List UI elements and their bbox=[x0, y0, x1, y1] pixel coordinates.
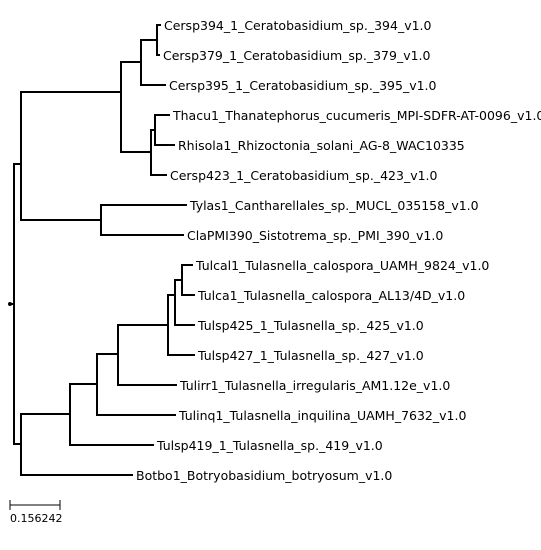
tree-branches bbox=[8, 24, 195, 476]
scale-bar-line bbox=[9, 500, 61, 510]
leaf-label: Tulsp419_1_Tulasnella_sp._419_v1.0 bbox=[156, 438, 383, 453]
leaf-label: Cersp423_1_Ceratobasidium_sp._423_v1.0 bbox=[170, 168, 438, 183]
leaf-label: Tulirr1_Tulasnella_irregularis_AM1.12e_v… bbox=[179, 378, 450, 393]
leaf-labels: Cersp394_1_Ceratobasidium_sp._394_v1.0 C… bbox=[136, 18, 541, 483]
leaf-label: Tulinq1_Tulasnella_inquilina_UAMH_7632_v… bbox=[178, 408, 466, 423]
leaf-label: Cersp379_1_Ceratobasidium_sp._379_v1.0 bbox=[163, 48, 431, 63]
leaf-label: Thacu1_Thanatephorus_cucumeris_MPI-SDFR-… bbox=[172, 108, 541, 123]
leaf-label: Tulca1_Tulasnella_calospora_AL13/4D_v1.0 bbox=[197, 288, 465, 303]
leaf-label: Rhisola1_Rhizoctonia_solani_AG-8_WAC1033… bbox=[178, 138, 465, 153]
leaf-label: Botbo1_Botryobasidium_botryosum_v1.0 bbox=[136, 468, 392, 483]
scale-bar: 0.156242 bbox=[9, 500, 63, 525]
scale-bar-label: 0.156242 bbox=[10, 512, 63, 525]
leaf-label: Tulsp425_1_Tulasnella_sp._425_v1.0 bbox=[197, 318, 424, 333]
leaf-label: Cersp394_1_Ceratobasidium_sp._394_v1.0 bbox=[164, 18, 432, 33]
leaf-label: Tulsp427_1_Tulasnella_sp._427_v1.0 bbox=[197, 348, 424, 363]
leaf-label: Tylas1_Cantharellales_sp._MUCL_035158_v1… bbox=[189, 198, 479, 213]
leaf-label: Tulcal1_Tulasnella_calospora_UAMH_9824_v… bbox=[195, 258, 489, 273]
leaf-label: Cersp395_1_Ceratobasidium_sp._395_v1.0 bbox=[169, 78, 437, 93]
root-marker bbox=[8, 302, 12, 306]
leaf-label: ClaPMI390_Sistotrema_sp._PMI_390_v1.0 bbox=[187, 228, 443, 243]
